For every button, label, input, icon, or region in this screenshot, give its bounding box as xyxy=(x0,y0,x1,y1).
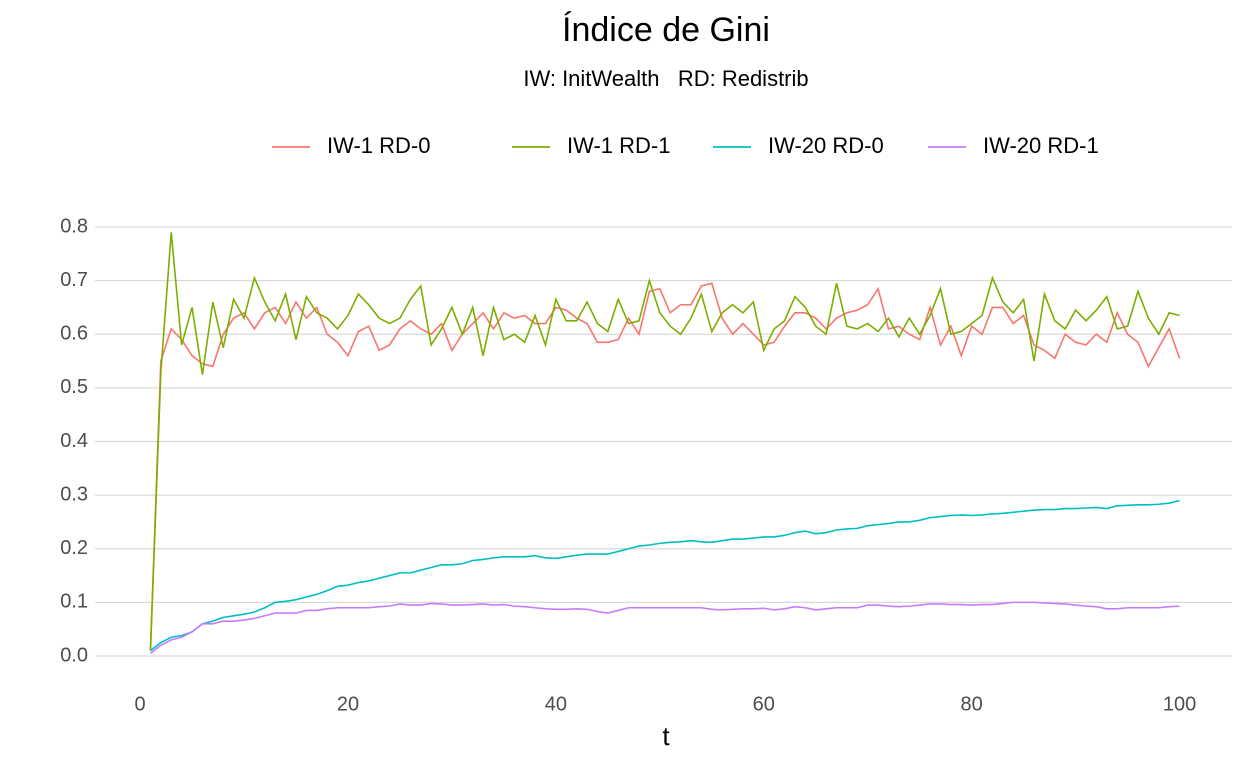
legend-label: IW-1 RD-1 xyxy=(567,133,671,158)
series-line xyxy=(149,232,1180,651)
y-tick-label: 0.7 xyxy=(60,269,88,291)
x-tick-label: 20 xyxy=(337,693,359,715)
chart-title: Índice de Gini xyxy=(562,11,770,49)
chart-subtitle: IW: InitWealth RD: Redistrib xyxy=(523,66,808,91)
y-tick-label: 0.6 xyxy=(60,323,88,345)
y-tick-label: 0.5 xyxy=(60,376,88,398)
y-tick-label: 0.2 xyxy=(60,537,88,559)
y-tick-label: 0.4 xyxy=(60,430,88,452)
series-line xyxy=(149,282,1181,651)
x-tick-label: 0 xyxy=(134,693,145,715)
legend-label: IW-1 RD-0 xyxy=(327,133,431,158)
x-tick-label: 80 xyxy=(961,693,983,715)
y-tick-label: 0.1 xyxy=(60,591,88,613)
x-axis-label: t xyxy=(662,721,670,751)
series-line xyxy=(149,499,1180,652)
legend-label: IW-20 RD-1 xyxy=(983,133,1099,158)
x-tick-label: 40 xyxy=(545,693,567,715)
y-tick-label: 0.8 xyxy=(60,215,88,237)
legend-label: IW-20 RD-0 xyxy=(768,133,884,158)
x-tick-label: 100 xyxy=(1163,693,1196,715)
x-tick-label: 60 xyxy=(753,693,775,715)
series-line xyxy=(149,601,1180,654)
y-tick-label: 0.3 xyxy=(60,483,88,505)
y-tick-label: 0.0 xyxy=(60,644,88,666)
